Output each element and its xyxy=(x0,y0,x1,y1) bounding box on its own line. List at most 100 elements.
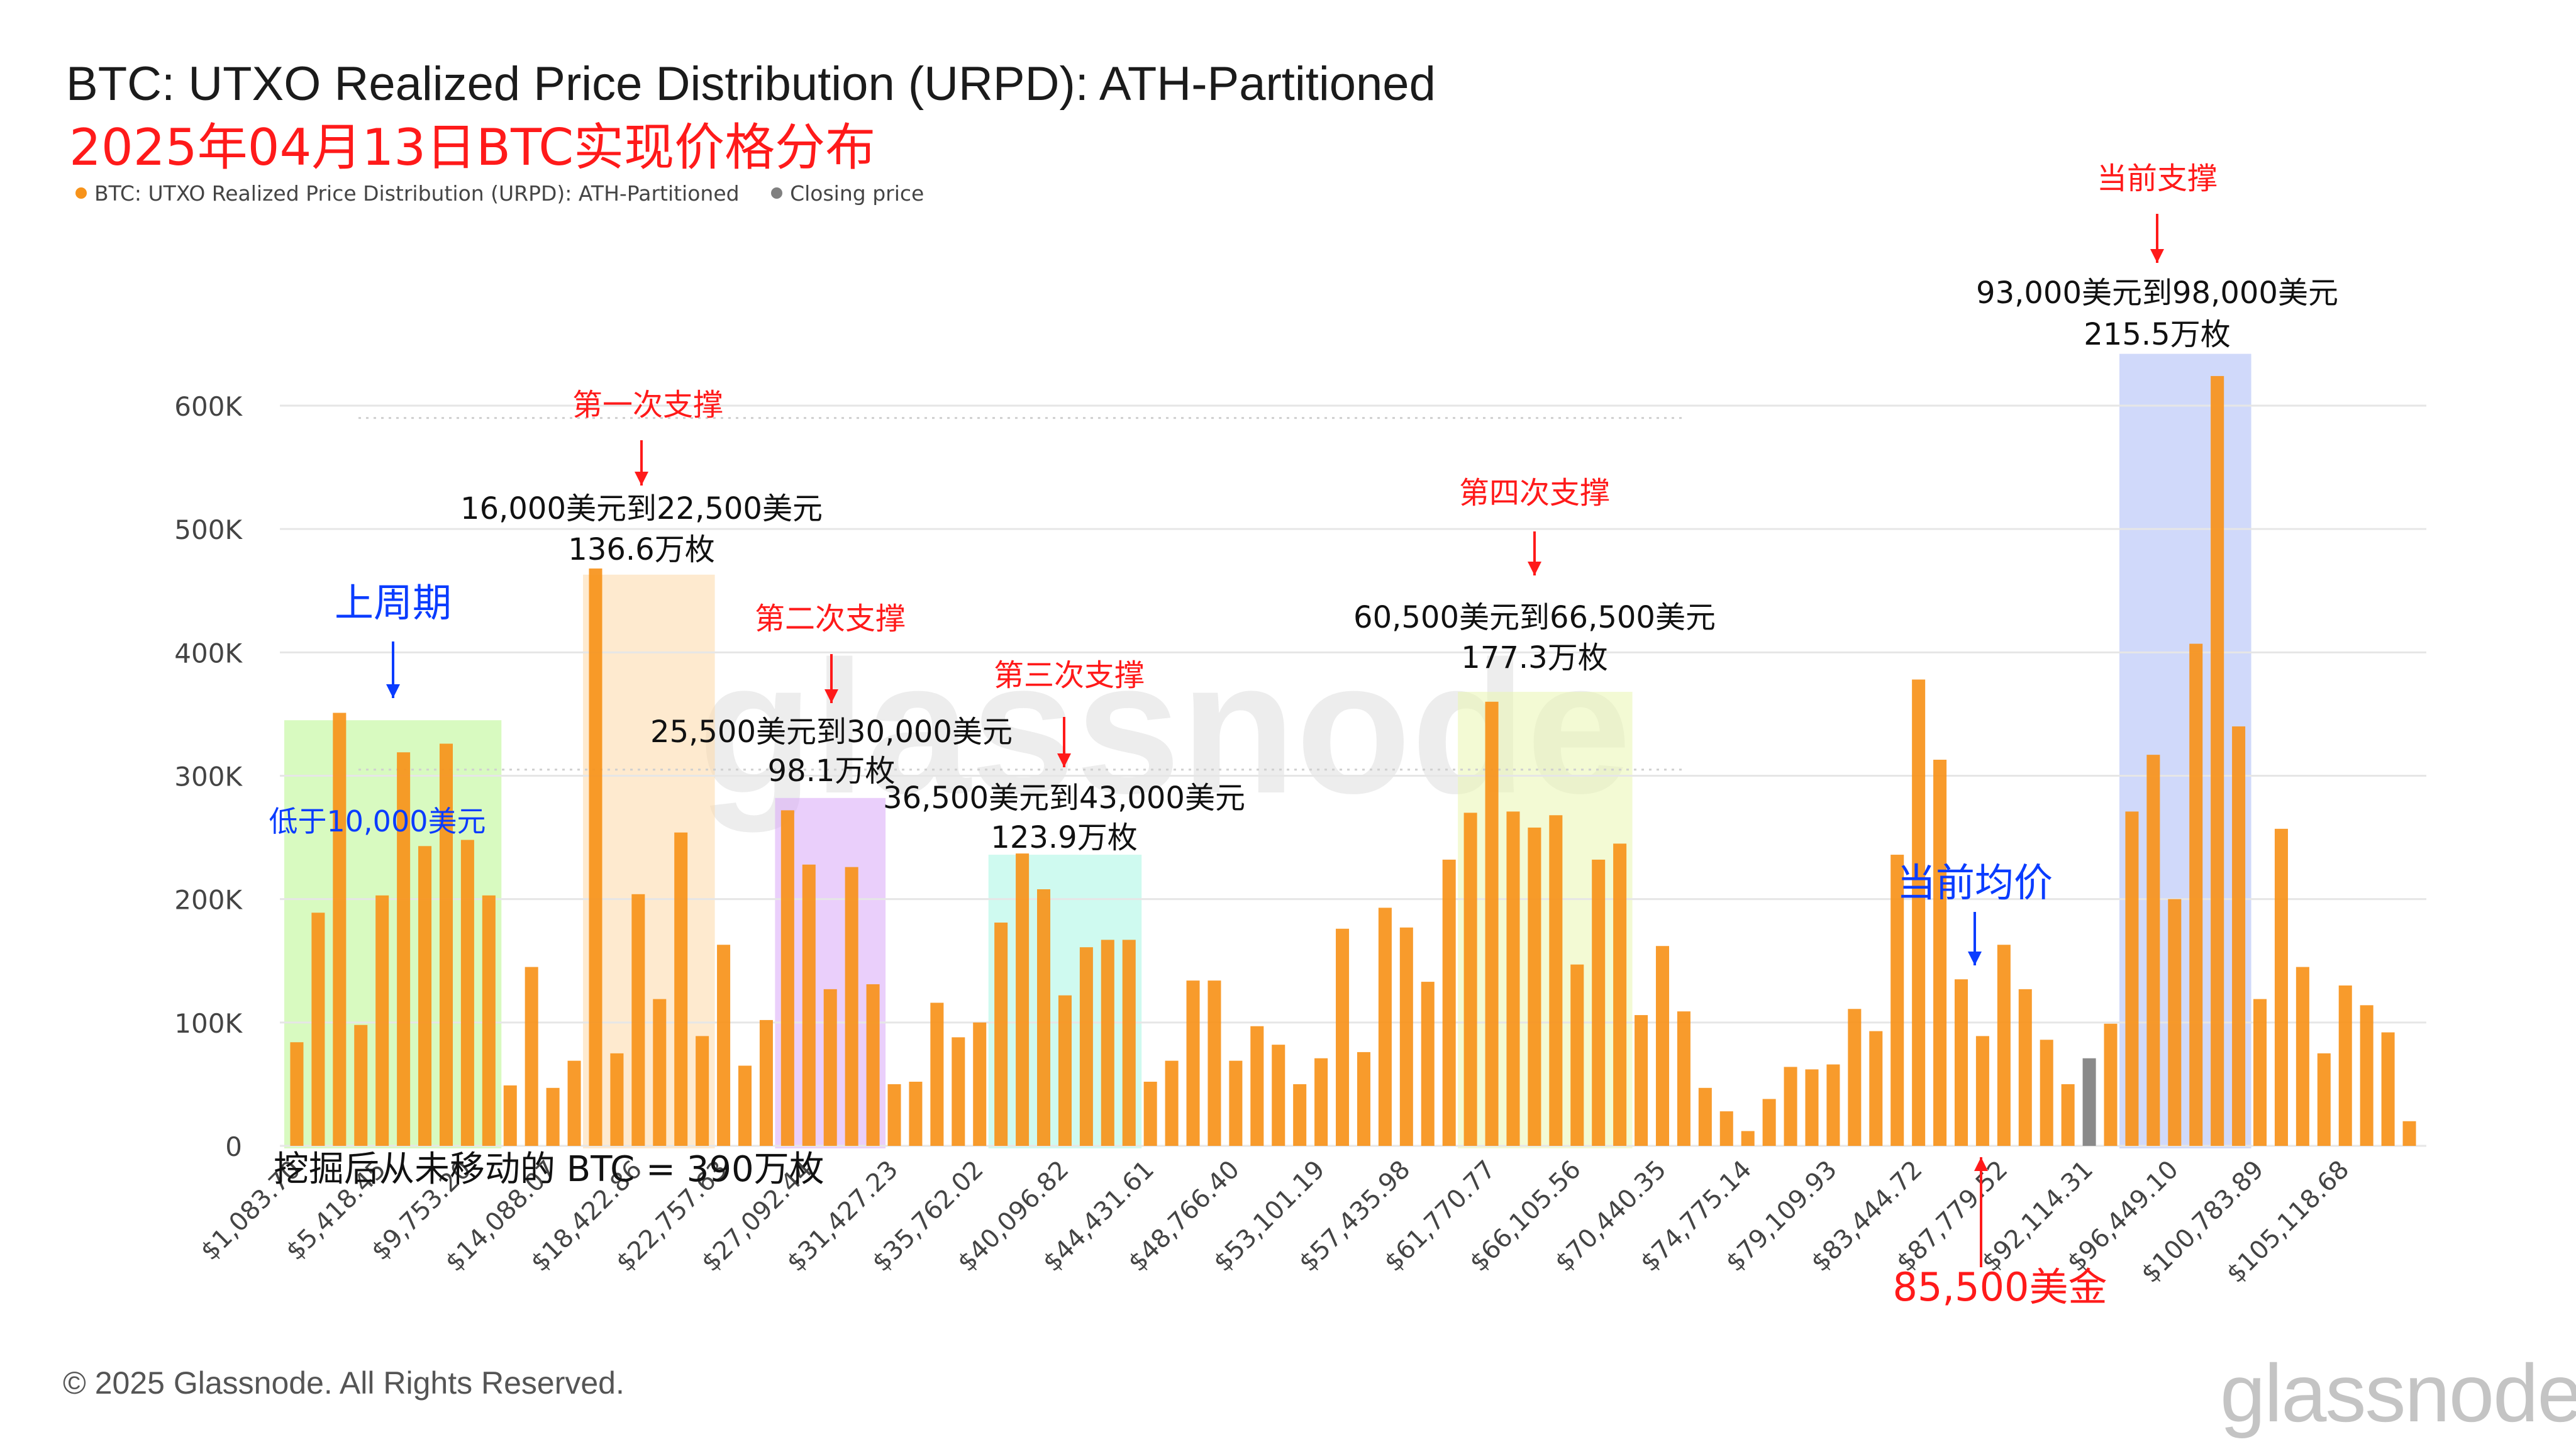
bar[interactable] xyxy=(1826,1064,1840,1146)
bar[interactable] xyxy=(1122,940,1136,1146)
bar[interactable] xyxy=(610,1053,624,1146)
bar[interactable] xyxy=(2232,726,2246,1146)
bar[interactable] xyxy=(866,984,880,1146)
bar[interactable] xyxy=(1655,946,1670,1146)
bar[interactable] xyxy=(1848,1009,1862,1146)
bar[interactable] xyxy=(909,1081,923,1146)
bar[interactable] xyxy=(1805,1069,1819,1146)
bar[interactable] xyxy=(1186,980,1200,1146)
bar[interactable] xyxy=(503,1085,517,1146)
bar[interactable] xyxy=(1741,1131,1755,1146)
bar[interactable] xyxy=(973,1022,987,1146)
bar[interactable] xyxy=(1250,1026,1264,1146)
bar[interactable] xyxy=(1592,859,1606,1146)
bar[interactable] xyxy=(2253,999,2267,1146)
bar[interactable] xyxy=(354,1024,368,1146)
bar[interactable] xyxy=(1016,853,1030,1146)
closing-price-bar[interactable] xyxy=(2082,1058,2096,1146)
bar[interactable] xyxy=(1997,945,2011,1146)
bar[interactable] xyxy=(460,840,474,1146)
bar[interactable] xyxy=(2274,828,2288,1146)
bar[interactable] xyxy=(525,967,538,1146)
bar[interactable] xyxy=(1890,855,1904,1146)
bar[interactable] xyxy=(1229,1060,1243,1146)
bar[interactable] xyxy=(1635,1015,1648,1146)
bar[interactable] xyxy=(1208,980,1221,1146)
bar[interactable] xyxy=(1357,1052,1370,1146)
bar[interactable] xyxy=(1975,1036,1989,1146)
bar[interactable] xyxy=(2189,643,2203,1146)
bar[interactable] xyxy=(823,989,837,1146)
bar[interactable] xyxy=(2061,1084,2075,1146)
bar[interactable] xyxy=(802,864,816,1146)
bar[interactable] xyxy=(1058,995,1072,1146)
bar[interactable] xyxy=(2381,1032,2395,1146)
bar[interactable] xyxy=(1314,1058,1328,1146)
bar[interactable] xyxy=(1485,701,1499,1146)
bar[interactable] xyxy=(1101,940,1114,1146)
bar[interactable] xyxy=(546,1087,560,1146)
bar[interactable] xyxy=(1677,1011,1690,1146)
bar[interactable] xyxy=(1165,1060,1179,1146)
bar[interactable] xyxy=(1506,811,1520,1146)
bar[interactable] xyxy=(1079,947,1093,1146)
bar[interactable] xyxy=(589,568,602,1146)
bar[interactable] xyxy=(1463,813,1477,1146)
bar[interactable] xyxy=(2338,985,2352,1146)
bar[interactable] xyxy=(1036,889,1051,1146)
bar[interactable] xyxy=(1719,1111,1733,1146)
bar[interactable] xyxy=(439,743,453,1146)
bar[interactable] xyxy=(930,1002,944,1146)
bar[interactable] xyxy=(567,1060,581,1146)
bar[interactable] xyxy=(1378,908,1392,1146)
bar[interactable] xyxy=(1912,679,1926,1146)
bar[interactable] xyxy=(845,867,858,1146)
bar[interactable] xyxy=(1784,1067,1797,1146)
bar[interactable] xyxy=(696,1036,709,1146)
bar[interactable] xyxy=(952,1037,965,1146)
bar[interactable] xyxy=(780,810,794,1146)
bar[interactable] xyxy=(717,945,731,1146)
bar[interactable] xyxy=(1869,1031,1883,1146)
bar[interactable] xyxy=(333,713,347,1146)
bar[interactable] xyxy=(653,999,667,1146)
bar[interactable] xyxy=(738,1065,752,1146)
bar[interactable] xyxy=(1143,1081,1157,1146)
bar[interactable] xyxy=(1399,927,1413,1146)
bar[interactable] xyxy=(2146,755,2160,1146)
bar[interactable] xyxy=(2211,375,2224,1146)
bar[interactable] xyxy=(397,752,411,1146)
bar[interactable] xyxy=(1528,827,1541,1146)
bar[interactable] xyxy=(2018,989,2032,1146)
bar[interactable] xyxy=(1421,982,1435,1146)
bar[interactable] xyxy=(994,922,1008,1146)
bar[interactable] xyxy=(2104,1023,2118,1146)
bar[interactable] xyxy=(290,1042,304,1146)
bar[interactable] xyxy=(2125,811,2139,1146)
bar[interactable] xyxy=(1954,979,1968,1146)
bar[interactable] xyxy=(2040,1040,2053,1146)
bar[interactable] xyxy=(674,832,688,1146)
bar[interactable] xyxy=(887,1084,901,1146)
bar[interactable] xyxy=(1698,1087,1712,1146)
bar[interactable] xyxy=(1613,843,1627,1146)
bar[interactable] xyxy=(759,1019,773,1146)
bar[interactable] xyxy=(2317,1053,2331,1146)
bar[interactable] xyxy=(2360,1005,2373,1146)
bar[interactable] xyxy=(1336,928,1350,1146)
bar[interactable] xyxy=(1933,759,1947,1146)
bar[interactable] xyxy=(1570,964,1584,1146)
bar[interactable] xyxy=(1442,859,1456,1146)
bar[interactable] xyxy=(631,894,645,1146)
bar[interactable] xyxy=(1272,1045,1285,1146)
legend-item-urpd[interactable]: BTC: UTXO Realized Price Distribution (U… xyxy=(75,181,740,206)
bar[interactable] xyxy=(2402,1121,2416,1146)
bar[interactable] xyxy=(1549,815,1563,1146)
bar[interactable] xyxy=(2296,967,2309,1146)
bar[interactable] xyxy=(1293,1084,1307,1146)
bar[interactable] xyxy=(418,846,432,1146)
bar[interactable] xyxy=(311,913,325,1146)
bar[interactable] xyxy=(482,895,496,1146)
bar[interactable] xyxy=(375,895,389,1146)
bar[interactable] xyxy=(1762,1099,1776,1146)
